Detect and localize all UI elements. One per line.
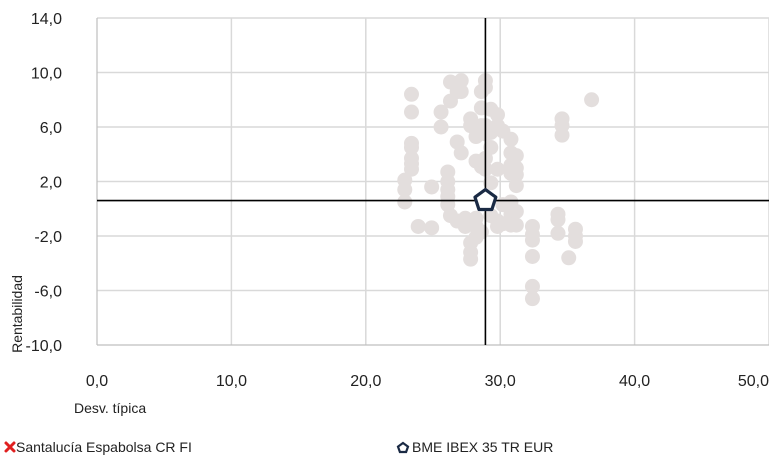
- benchmark-marker: [473, 187, 498, 212]
- legend-item-fund: Santalucía Espabolsa CR FI: [4, 439, 192, 455]
- data-point: [508, 167, 524, 183]
- peer-points: [397, 73, 600, 307]
- red-x-icon: [4, 441, 16, 453]
- legend: Santalucía Espabolsa CR FI BME IBEX 35 T…: [4, 439, 553, 455]
- data-point: [524, 232, 540, 248]
- data-point: [524, 278, 540, 294]
- y-tick-label: 10,0: [31, 66, 62, 83]
- data-point: [550, 212, 566, 228]
- data-point: [584, 92, 600, 108]
- data-point: [433, 104, 449, 120]
- data-point: [424, 179, 440, 195]
- y-tick-label: -10,0: [26, 338, 63, 355]
- legend-item-benchmark: BME IBEX 35 TR EUR: [396, 439, 553, 455]
- data-point: [424, 220, 440, 236]
- crosshair-lines: [97, 18, 769, 345]
- y-tick-label: -6,0: [34, 284, 62, 301]
- data-point: [453, 73, 469, 89]
- data-point: [403, 161, 419, 177]
- data-point: [453, 84, 469, 100]
- data-point: [524, 291, 540, 307]
- tick-labels: 14,0 10,0 6,0 2,0 -2,0 -6,0 -10,0 0,0 10,0 20,0 30…: [26, 11, 769, 390]
- data-point: [473, 224, 489, 240]
- x-tick-label: 20,0: [350, 373, 381, 390]
- pentagon-icon: [396, 441, 410, 454]
- y-tick-label: -2,0: [34, 229, 62, 246]
- x-tick-label: 30,0: [485, 373, 516, 390]
- x-tick-label: 50,0: [738, 373, 769, 390]
- data-point: [561, 250, 577, 266]
- data-point: [483, 139, 499, 155]
- data-point: [490, 161, 506, 177]
- data-point: [567, 233, 583, 249]
- data-point: [463, 251, 479, 267]
- y-tick-label: 2,0: [40, 175, 62, 192]
- legend-label-fund: Santalucía Espabolsa CR FI: [16, 439, 192, 455]
- data-point: [508, 217, 524, 233]
- data-point: [403, 104, 419, 120]
- data-point: [397, 194, 413, 210]
- data-point: [503, 131, 519, 147]
- data-point: [397, 182, 413, 198]
- y-tick-label: 6,0: [40, 120, 62, 137]
- data-point: [403, 86, 419, 102]
- grid-lines: [96, 17, 769, 346]
- data-point: [483, 175, 499, 191]
- x-tick-label: 0,0: [86, 373, 108, 390]
- data-point: [508, 148, 524, 164]
- x-tick-label: 10,0: [216, 373, 247, 390]
- data-point: [508, 203, 524, 219]
- data-point: [453, 145, 469, 161]
- data-point: [524, 248, 540, 264]
- x-tick-label: 40,0: [619, 373, 650, 390]
- data-point: [410, 218, 426, 234]
- y-tick-label: 14,0: [31, 11, 62, 28]
- data-point: [403, 139, 419, 155]
- y-axis-title: Rentabilidad: [9, 275, 25, 353]
- data-point: [508, 178, 524, 194]
- data-point: [550, 225, 566, 241]
- data-point: [554, 127, 570, 143]
- x-axis-title: Desv. típica: [74, 400, 146, 416]
- data-point: [433, 119, 449, 135]
- benchmark-marker-group: [473, 187, 498, 212]
- data-point: [490, 107, 506, 123]
- legend-label-benchmark: BME IBEX 35 TR EUR: [412, 439, 553, 455]
